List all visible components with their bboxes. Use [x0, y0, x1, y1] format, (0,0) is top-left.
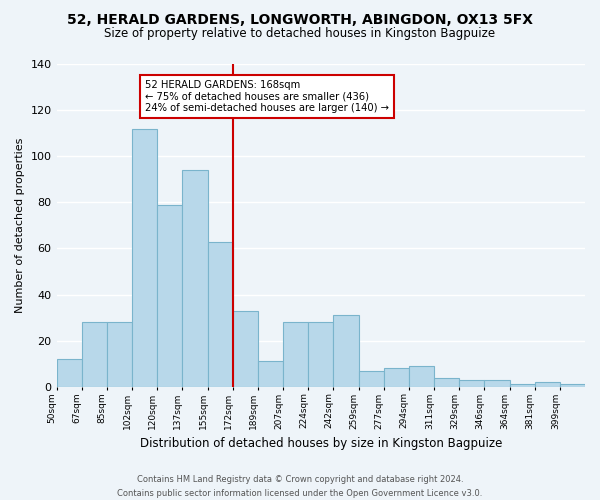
Bar: [132, 128, 157, 386]
Bar: [56, 359, 82, 386]
Bar: [484, 380, 509, 386]
Bar: [409, 366, 434, 386]
Bar: [258, 362, 283, 386]
Bar: [107, 322, 132, 386]
Bar: [233, 310, 258, 386]
Bar: [509, 384, 535, 386]
Y-axis label: Number of detached properties: Number of detached properties: [15, 138, 25, 313]
X-axis label: Distribution of detached houses by size in Kingston Bagpuize: Distribution of detached houses by size …: [140, 437, 502, 450]
Bar: [182, 170, 208, 386]
Bar: [359, 370, 383, 386]
Bar: [535, 382, 560, 386]
Bar: [82, 322, 107, 386]
Bar: [208, 242, 233, 386]
Text: 52, HERALD GARDENS, LONGWORTH, ABINGDON, OX13 5FX: 52, HERALD GARDENS, LONGWORTH, ABINGDON,…: [67, 12, 533, 26]
Text: Contains HM Land Registry data © Crown copyright and database right 2024.
Contai: Contains HM Land Registry data © Crown c…: [118, 476, 482, 498]
Bar: [283, 322, 308, 386]
Bar: [560, 384, 585, 386]
Bar: [434, 378, 459, 386]
Bar: [383, 368, 409, 386]
Bar: [157, 204, 182, 386]
Bar: [334, 316, 359, 386]
Text: Size of property relative to detached houses in Kingston Bagpuize: Size of property relative to detached ho…: [104, 28, 496, 40]
Text: 52 HERALD GARDENS: 168sqm
← 75% of detached houses are smaller (436)
24% of semi: 52 HERALD GARDENS: 168sqm ← 75% of detac…: [145, 80, 389, 114]
Bar: [459, 380, 484, 386]
Bar: [308, 322, 334, 386]
